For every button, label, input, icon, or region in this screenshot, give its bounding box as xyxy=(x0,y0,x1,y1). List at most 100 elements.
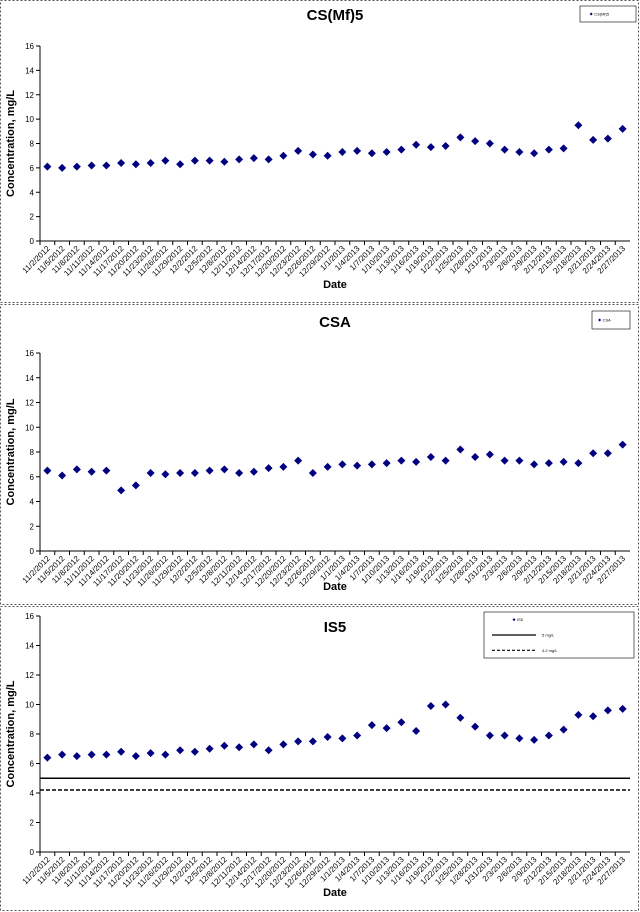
data-point xyxy=(131,752,140,761)
data-point xyxy=(323,151,332,160)
data-point xyxy=(176,160,185,169)
data-point xyxy=(72,465,81,474)
data-point xyxy=(205,744,214,753)
legend-label: CS(Mf)5 xyxy=(594,12,610,17)
x-axis-title: Date xyxy=(323,887,347,899)
data-point xyxy=(574,710,583,719)
y-tick-label: 4 xyxy=(30,188,35,197)
data-point xyxy=(530,460,539,469)
data-point xyxy=(353,461,362,470)
data-point xyxy=(456,133,465,142)
data-point xyxy=(544,145,553,154)
data-point xyxy=(220,157,229,166)
data-point xyxy=(264,464,273,473)
data-point xyxy=(308,737,317,746)
y-tick-label: 8 xyxy=(30,140,35,149)
data-point xyxy=(235,155,244,164)
data-point xyxy=(146,159,155,167)
data-point xyxy=(397,456,406,465)
y-tick-label: 14 xyxy=(25,642,34,651)
y-tick-label: 2 xyxy=(30,522,35,531)
y-tick-label: 12 xyxy=(25,671,34,680)
chart: IS5024681012141611/2/201211/5/201211/8/2… xyxy=(5,611,635,899)
data-point xyxy=(500,731,509,740)
data-point xyxy=(102,161,111,170)
data-point xyxy=(249,740,258,749)
data-point xyxy=(544,459,553,468)
legend-marker xyxy=(589,12,593,16)
data-point xyxy=(249,467,258,476)
data-point xyxy=(235,743,244,752)
y-tick-label: 8 xyxy=(30,448,35,457)
data-point xyxy=(176,746,185,755)
y-tick-label: 12 xyxy=(25,399,34,408)
data-point xyxy=(515,734,524,743)
data-point xyxy=(102,466,111,475)
data-point xyxy=(441,456,450,465)
data-point xyxy=(323,732,332,741)
data-point xyxy=(190,469,199,478)
data-point xyxy=(530,735,539,744)
y-tick-label: 2 xyxy=(30,819,35,828)
data-point xyxy=(412,140,421,149)
data-point xyxy=(603,706,612,715)
y-tick-label: 16 xyxy=(25,42,34,51)
data-point xyxy=(87,467,96,476)
data-point xyxy=(294,737,303,746)
data-point xyxy=(58,163,67,172)
x-axis-title: Date xyxy=(323,279,347,291)
data-point xyxy=(43,466,52,475)
chart-title: CSA xyxy=(319,314,351,331)
data-point xyxy=(618,440,627,449)
data-point xyxy=(471,137,480,146)
data-point xyxy=(102,750,111,759)
data-point xyxy=(412,727,421,736)
data-point xyxy=(618,704,627,713)
legend-box xyxy=(579,5,637,23)
data-point xyxy=(117,486,126,495)
legend-box xyxy=(591,310,631,330)
data-point xyxy=(308,469,317,478)
data-point xyxy=(559,457,568,466)
data-point xyxy=(559,725,568,734)
data-point xyxy=(294,146,303,155)
data-point xyxy=(426,452,435,461)
legend-label: 5 mg/L xyxy=(542,633,555,638)
chart: CS(Mf)5024681012141611/2/201211/5/201211… xyxy=(5,5,637,291)
data-point xyxy=(176,469,185,478)
data-point xyxy=(72,162,81,171)
data-point xyxy=(279,740,288,749)
data-point xyxy=(426,143,435,152)
data-point xyxy=(190,156,199,165)
data-point xyxy=(367,460,376,469)
data-point xyxy=(87,750,96,759)
data-point xyxy=(190,747,199,756)
data-point xyxy=(382,459,391,468)
data-point xyxy=(589,135,598,144)
data-point xyxy=(43,753,52,762)
y-tick-label: 14 xyxy=(25,374,34,383)
chart-title: CS(Mf)5 xyxy=(307,7,364,24)
data-point xyxy=(323,462,332,471)
data-point xyxy=(117,747,126,756)
data-point xyxy=(279,151,288,160)
data-point xyxy=(500,145,509,154)
data-point xyxy=(264,155,273,164)
data-point xyxy=(220,465,229,474)
data-point xyxy=(117,159,126,167)
y-tick-label: 0 xyxy=(30,848,35,857)
y-tick-label: 6 xyxy=(30,760,35,769)
y-tick-label: 16 xyxy=(25,349,34,358)
data-point xyxy=(471,722,480,731)
legend-label: IS5 xyxy=(517,617,524,622)
data-point xyxy=(441,700,450,709)
data-point xyxy=(412,457,421,466)
data-point xyxy=(87,161,96,170)
data-point xyxy=(471,452,480,461)
data-point xyxy=(456,445,465,454)
data-point xyxy=(338,148,347,157)
panel xyxy=(0,304,639,605)
data-point xyxy=(235,469,244,478)
y-tick-label: 16 xyxy=(25,612,34,621)
